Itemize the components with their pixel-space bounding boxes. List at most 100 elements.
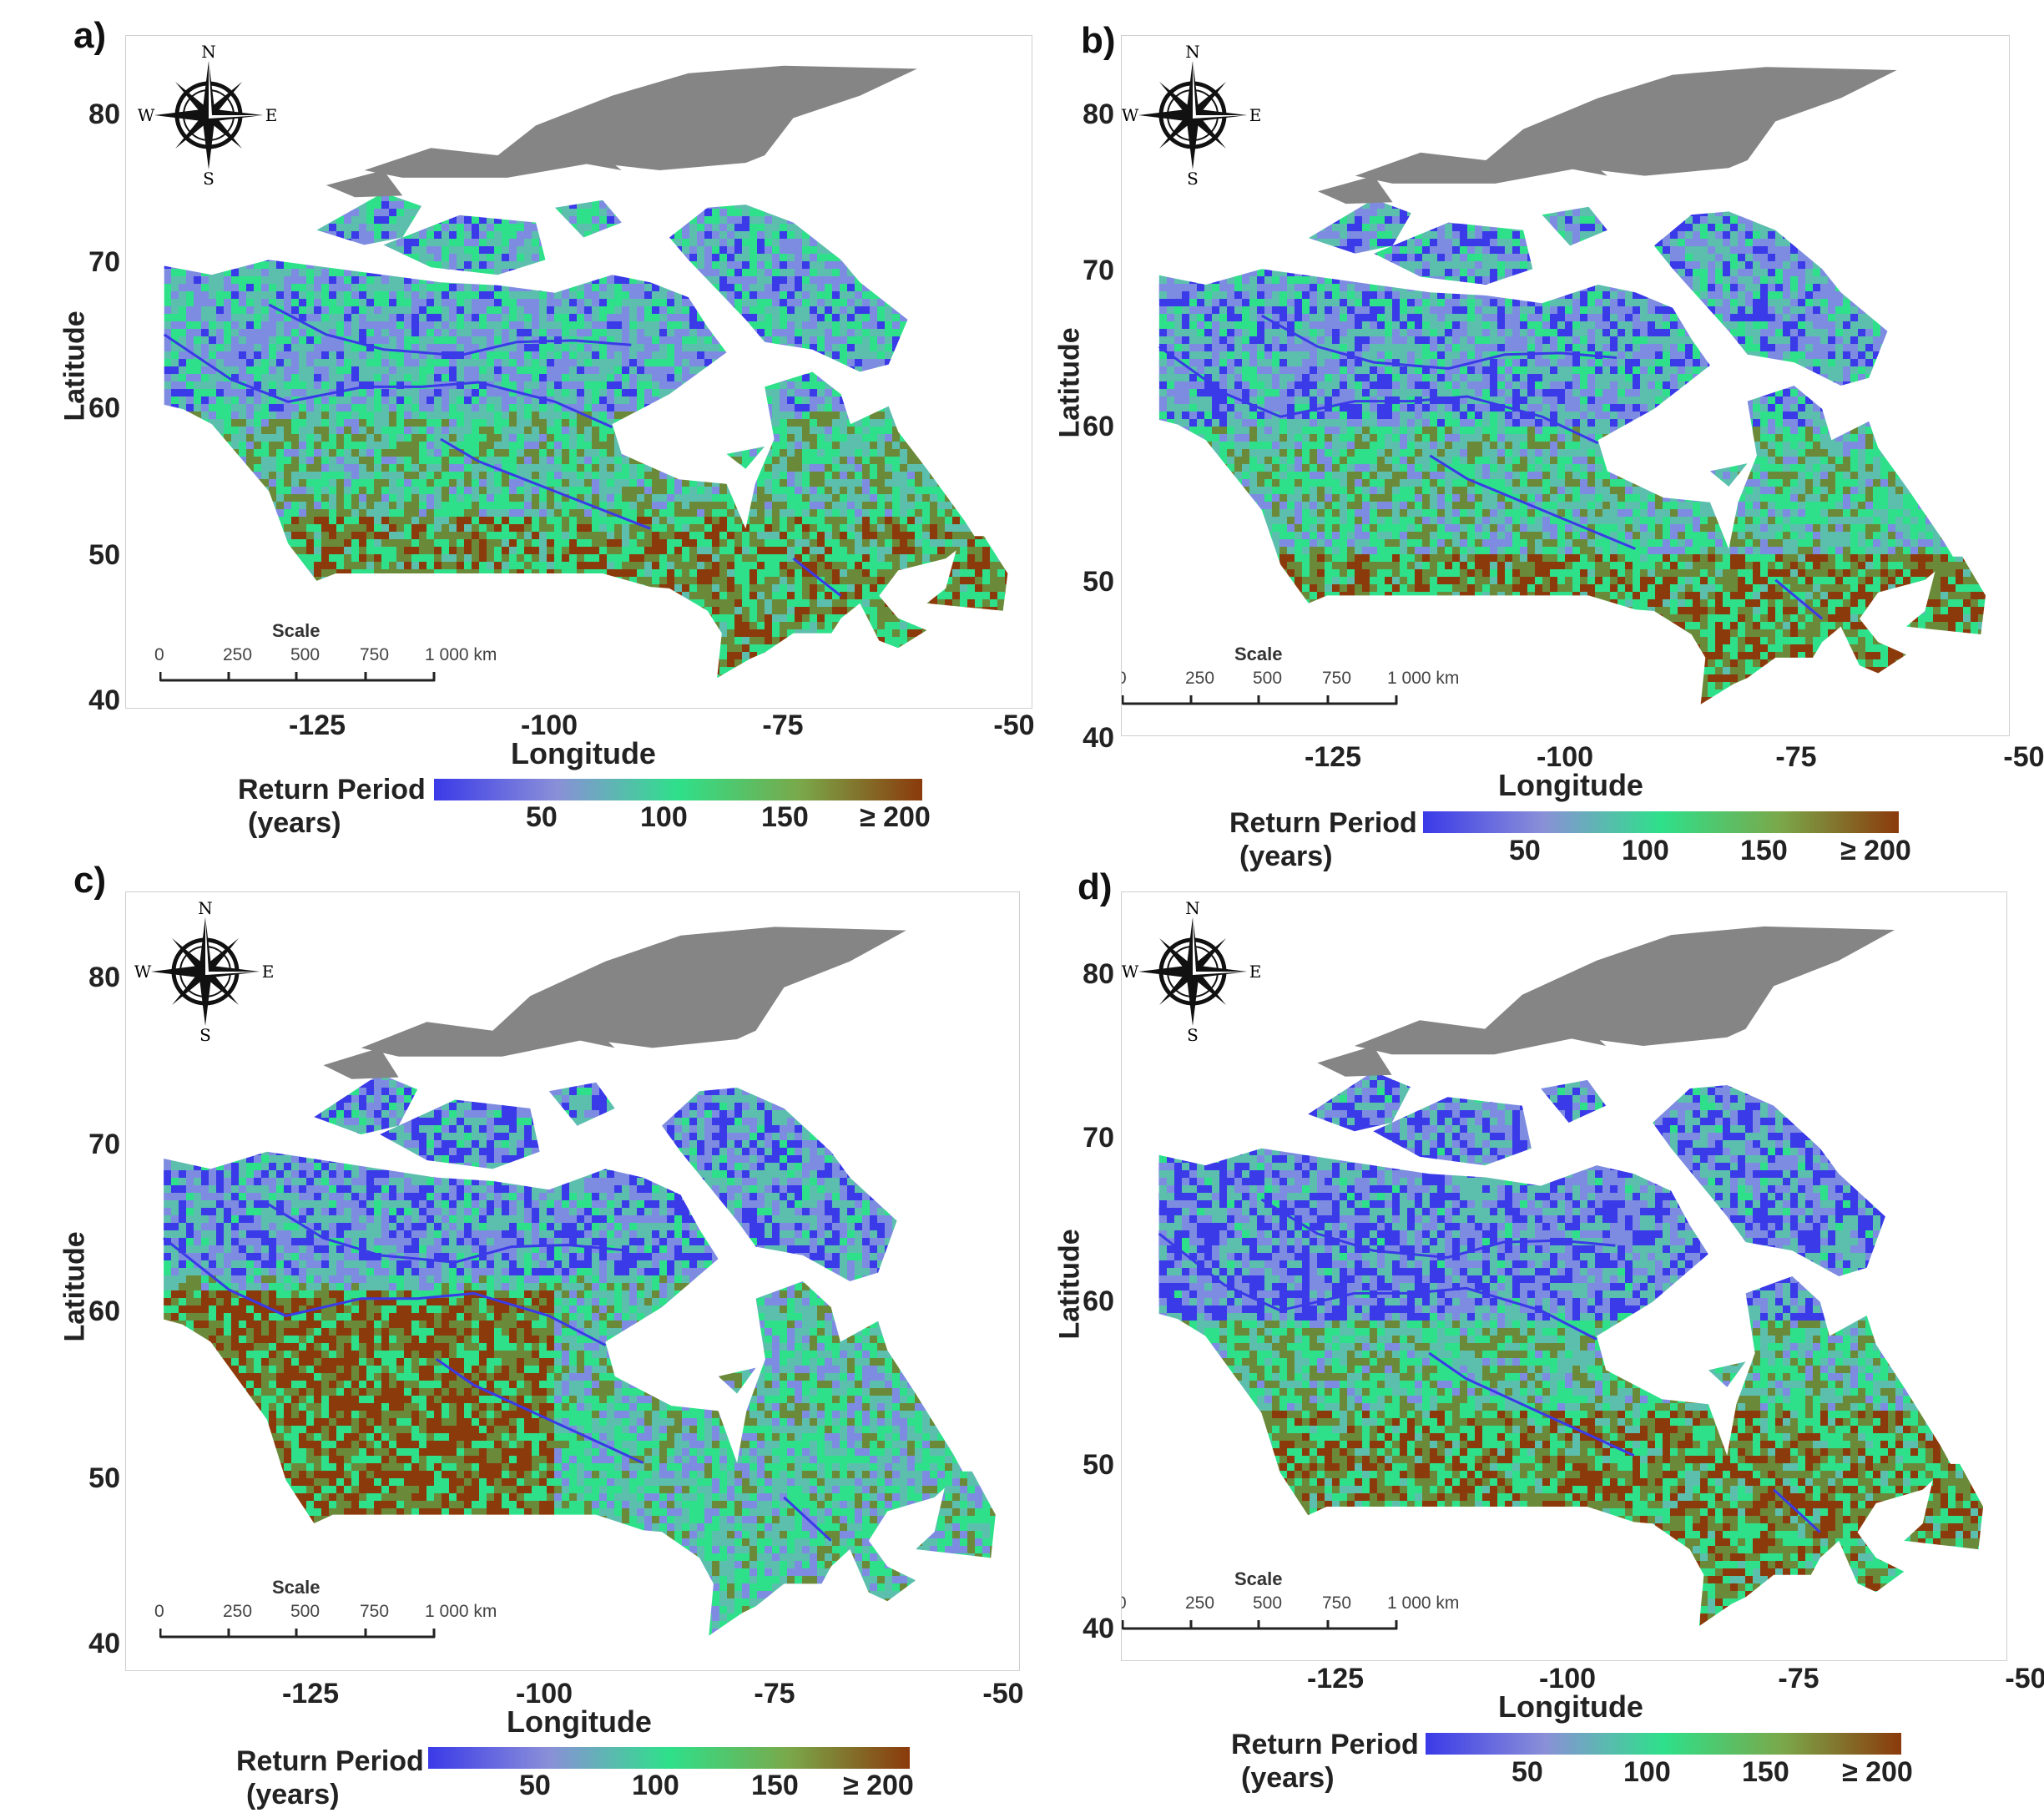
x-tick: -125 (260, 1678, 361, 1710)
scale-tick: 0 (154, 1602, 164, 1622)
map-panel-d: d) N S E W Scale 0 250 500 750 1 000 km 80 70 60… (1022, 860, 2044, 1818)
arctic-archipelago-no-data (554, 148, 622, 170)
river-line (1158, 1232, 1597, 1341)
colorbar-tick: 150 (761, 801, 809, 834)
y-tick: 50 (1064, 1449, 1114, 1482)
scale-title: Scale (1234, 1568, 1283, 1590)
colorbar-tick: ≥ 200 (843, 1770, 914, 1802)
scale-tick: 500 (1253, 669, 1282, 689)
y-tick: 50 (1064, 566, 1114, 598)
compass-n: N (198, 901, 213, 918)
map-frame: N S E W Scale 0 250 500 750 1 000 km (1121, 891, 2007, 1661)
scale-tick: 1 000 km (425, 645, 497, 665)
scale-title: Scale (272, 1577, 320, 1598)
y-tick: 60 (1064, 1285, 1114, 1318)
compass-w: W (138, 105, 155, 125)
compass-rose-icon: N S E W (1122, 901, 1264, 1043)
colorbar (434, 779, 922, 800)
scale-tick: 750 (360, 645, 389, 665)
y-tick: 80 (70, 962, 120, 994)
x-tick: -100 (1517, 1663, 1618, 1695)
compass-w: W (1122, 105, 1139, 125)
scale-title: Scale (1234, 644, 1283, 665)
compass-e: E (1249, 962, 1262, 982)
map-panel-b: b) N S E W Scale 0 250 500 750 1 000 km 80 70 60… (1022, 0, 2044, 885)
river-line (163, 1237, 607, 1346)
scale-tick: 1 000 km (1387, 1593, 1459, 1613)
scale-tick: 0 (1122, 1593, 1127, 1613)
y-tick: 60 (70, 1295, 120, 1328)
river-line (1773, 1488, 1821, 1533)
compass-w: W (134, 962, 152, 982)
scale-bar: Scale 0 250 500 750 1 000 km (1122, 644, 1459, 719)
colorbar-tick: ≥ 200 (860, 801, 931, 834)
panel-letter: d) (1078, 866, 1113, 908)
scale-tick: 250 (1185, 1593, 1214, 1613)
colorbar-title: Return Period (years) (1229, 806, 1417, 873)
x-tick: -125 (1283, 741, 1383, 774)
x-tick: -125 (1285, 1663, 1385, 1695)
arctic-archipelago-no-data (323, 1048, 399, 1079)
colorbar-tick: 50 (526, 801, 558, 834)
river-line (1260, 1198, 1616, 1260)
y-tick: 50 (70, 539, 120, 572)
colorbar-tick: 100 (640, 801, 688, 834)
scale-tick: 750 (360, 1602, 389, 1622)
scale-bar: Scale 0 250 500 750 1 000 km (154, 1577, 497, 1652)
x-tick: -50 (1974, 741, 2044, 774)
map-panel-a: a) N S E W Scale 0 250 500 750 1 000 km 80 70 60… (0, 0, 1035, 860)
y-tick: 60 (70, 392, 120, 425)
colorbar-tick: 100 (1622, 835, 1669, 867)
colorbar-title-line2: (years) (238, 806, 426, 840)
arctic-archipelago-no-data (548, 1022, 615, 1048)
arctic-archipelago-no-data (1541, 1020, 1607, 1046)
compass-s: S (1187, 1025, 1199, 1043)
compass-s: S (1187, 169, 1199, 186)
colorbar-title: Return Period (years) (238, 773, 426, 840)
arctic-archipelago-no-data (1542, 152, 1607, 176)
arctic-archipelago-no-data (1318, 175, 1393, 205)
colorbar-tick: 100 (1623, 1756, 1671, 1789)
river-line (268, 303, 632, 357)
arctic-archipelago-no-data (326, 170, 403, 198)
y-tick: 70 (70, 1129, 120, 1161)
colorbar (428, 1747, 910, 1769)
colorbar-tick: 150 (751, 1770, 799, 1802)
x-tick: -75 (733, 710, 833, 742)
arctic-archipelago-no-data (364, 65, 917, 178)
x-axis-title: Longitude (511, 736, 656, 771)
x-axis-title: Longitude (507, 1704, 652, 1740)
x-tick: -100 (499, 710, 599, 742)
compass-rose-icon: N S E W (134, 901, 276, 1043)
map-frame: N S E W Scale 0 250 500 750 1 000 km (125, 891, 1020, 1671)
x-tick: -100 (1515, 741, 1615, 774)
colorbar-title-line1: Return Period (236, 1745, 424, 1778)
map-frame: N S E W Scale 0 250 500 750 1 000 km (125, 35, 1032, 709)
colorbar-title-line2: (years) (236, 1778, 424, 1811)
scale-tick: 1 000 km (1387, 669, 1459, 689)
river-line (1774, 578, 1824, 620)
y-tick: 80 (1064, 958, 1114, 991)
y-tick: 70 (70, 246, 120, 279)
x-axis-title: Longitude (1498, 1689, 1643, 1725)
map-panel-c: c) N S E W Scale 0 250 500 750 1 000 km 80 70 60… (0, 860, 1024, 1818)
colorbar-tick: 150 (1740, 835, 1788, 867)
canada-return-period-map (163, 65, 1008, 679)
y-tick: 80 (1064, 98, 1114, 131)
y-axis-title: Latitude (1054, 1229, 1087, 1339)
map-frame: N S E W Scale 0 250 500 750 1 000 km (1121, 35, 2010, 736)
panel-letter: c) (73, 860, 106, 901)
colorbar-tick: 50 (519, 1770, 551, 1802)
scale-tick: 0 (154, 645, 164, 665)
panel-letter: a) (73, 15, 106, 57)
compass-e: E (1249, 105, 1262, 125)
river-line (783, 1496, 832, 1542)
compass-s: S (199, 1025, 211, 1043)
colorbar-title: Return Period (years) (236, 1745, 424, 1811)
y-tick: 70 (1064, 255, 1114, 287)
river-line (435, 1357, 644, 1464)
scale-title: Scale (272, 620, 320, 642)
y-tick: 50 (70, 1462, 120, 1495)
scale-bar: Scale 0 250 500 750 1 000 km (1122, 1568, 1459, 1644)
x-tick: -125 (267, 710, 367, 742)
